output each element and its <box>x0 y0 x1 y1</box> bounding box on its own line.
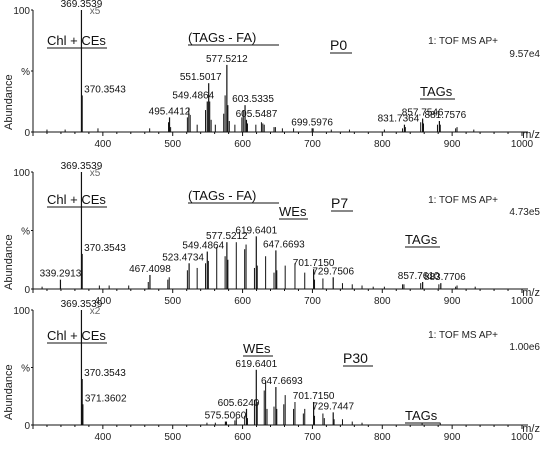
peak-label: 371.3602 <box>85 393 127 404</box>
group-label-chl-ces: Chl + CEs <box>47 192 106 207</box>
x-tick-label: 400 <box>95 139 112 150</box>
group-label-tags-fa: (TAGs - FA) <box>188 30 256 45</box>
x-tick-label: 600 <box>234 432 251 443</box>
intensity-scale-value: 4.73e5 <box>509 207 540 218</box>
peak-label: 523.4734 <box>162 252 204 263</box>
peak-label: 729.7506 <box>312 266 354 277</box>
peak-label: 603.5335 <box>232 94 274 105</box>
y-tick-label: % <box>21 67 30 78</box>
spectrum-panel-p30: Abundance m/z 1: TOF MS AP+ 1.00e6 Chl +… <box>3 299 540 443</box>
intensity-scale-value: 1.00e6 <box>509 342 540 353</box>
y-tick-label: % <box>21 364 30 375</box>
x-tick-label: 600 <box>234 296 251 307</box>
x-tick-label: 500 <box>164 139 181 150</box>
peak-label: 495.4412 <box>149 106 191 117</box>
instrument-info: 1: TOF MS AP+ <box>428 195 498 206</box>
peak-label: 857.7610 <box>398 271 440 282</box>
x-tick-label: 1000 <box>511 296 534 307</box>
peak-label: 881.7576 <box>425 110 467 121</box>
intensity-scale-value: 9.57e4 <box>509 49 540 60</box>
x-axis-label: m/z <box>522 287 540 299</box>
peak-label: 369.3539 <box>61 161 103 172</box>
y-tick-label: 0 <box>24 285 30 296</box>
peak-label: 729.7447 <box>312 401 354 412</box>
scale-marker: x2 <box>90 306 101 317</box>
peak-label: 883.7706 <box>424 272 466 283</box>
peak-label: 575.5060 <box>205 411 247 422</box>
group-label-tags: TAGs <box>420 84 453 99</box>
peak-label: 605.5487 <box>236 109 278 120</box>
peak-label: 619.6401 <box>235 359 277 370</box>
peak-label: 701.7150 <box>293 258 335 269</box>
x-tick-label: 900 <box>444 139 461 150</box>
x-tick-label: 700 <box>304 296 321 307</box>
x-tick-label: 800 <box>374 432 391 443</box>
x-tick-label: 1000 <box>511 139 534 150</box>
scale-marker: x5 <box>90 168 101 179</box>
spectrum-panel-p7: Abundance m/z 1: TOF MS AP+ 4.73e5 Chl +… <box>3 161 540 307</box>
peak-label: 551.5017 <box>180 72 222 83</box>
peak-label: 605.6240 <box>218 398 260 409</box>
peak-label: 831.7364 <box>378 114 420 125</box>
y-tick-label: 0 <box>24 128 30 139</box>
peak-label: 699.5976 <box>291 117 333 128</box>
x-tick-label: 800 <box>374 296 391 307</box>
y-tick-label: 100 <box>13 306 30 317</box>
instrument-info: 1: TOF MS AP+ <box>428 36 498 47</box>
peak-label: 619.6401 <box>235 225 277 236</box>
peak-label: 701.7150 <box>293 391 335 402</box>
group-label-chl-ces: Chl + CEs <box>47 328 106 343</box>
peak-label: 647.6693 <box>263 239 305 250</box>
panel-label-p7: P7 <box>331 195 348 211</box>
peak-label: 339.2913 <box>40 269 82 280</box>
y-axis-label: Abundance <box>3 234 15 290</box>
x-tick-label: 500 <box>164 296 181 307</box>
group-label-wes: WEs <box>243 341 271 356</box>
group-label-chl-ces: Chl + CEs <box>47 33 106 48</box>
instrument-info: 1: TOF MS AP+ <box>428 330 498 341</box>
panel-label-p30: P30 <box>343 350 368 366</box>
peak-label: 369.3539 <box>61 299 103 310</box>
peak-label: 370.3543 <box>84 84 126 95</box>
group-label-wes: WEs <box>279 204 307 219</box>
x-tick-label: 700 <box>304 139 321 150</box>
x-tick-label: 900 <box>444 296 461 307</box>
x-tick-label: 500 <box>164 432 181 443</box>
y-tick-label: 0 <box>24 421 30 432</box>
y-axis-label: Abundance <box>3 364 15 420</box>
x-tick-label: 800 <box>374 139 391 150</box>
spectrum-panel-p0: Abundance m/z 1: TOF MS AP+ 9.57e4 Chl +… <box>3 0 540 150</box>
x-tick-label: 900 <box>444 432 461 443</box>
group-label-tags: TAGs <box>405 232 438 247</box>
y-axis-label: Abundance <box>3 74 15 130</box>
x-axis-label: m/z <box>522 423 540 435</box>
group-label-tags-fa: (TAGs - FA) <box>188 188 256 203</box>
peak-label: 549.4864 <box>182 241 224 252</box>
y-tick-label: 100 <box>13 168 30 179</box>
peak-label: 370.3543 <box>84 368 126 379</box>
x-tick-label: 600 <box>234 139 251 150</box>
peak-label: 549.4864 <box>172 91 214 102</box>
peak-label: 370.3543 <box>84 243 126 254</box>
x-tick-label: 1000 <box>511 432 534 443</box>
peak-label: 577.5212 <box>206 54 248 65</box>
y-tick-label: 100 <box>13 6 30 17</box>
x-tick-label: 700 <box>304 432 321 443</box>
peak-label: 647.6693 <box>261 376 303 387</box>
peak-label: 857.7546 <box>402 108 444 119</box>
peak-label: 577.5212 <box>206 231 248 242</box>
y-tick-label: % <box>21 227 30 238</box>
panel-label-p0: P0 <box>330 37 347 53</box>
peak-label: 369.3539 <box>61 0 103 10</box>
scale-marker: x5 <box>90 6 101 17</box>
x-tick-label: 400 <box>95 432 112 443</box>
peak-label: 467.4098 <box>129 264 171 275</box>
x-tick-label: 400 <box>95 296 112 307</box>
group-label-tags: TAGs <box>405 408 438 423</box>
